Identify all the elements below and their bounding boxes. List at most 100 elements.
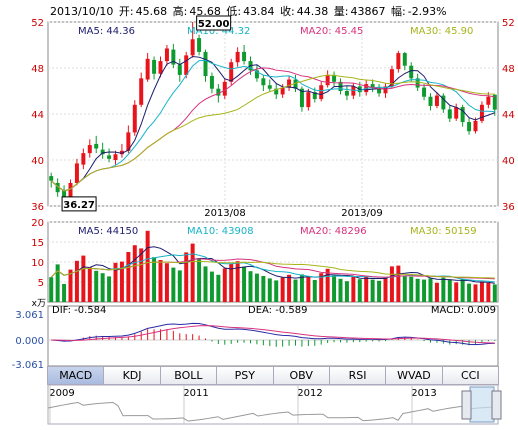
overview-right-handle[interactable] <box>491 390 502 420</box>
tab-macd[interactable]: MACD <box>47 366 105 385</box>
volume-label: 量: <box>333 5 349 18</box>
volume-bar <box>274 280 279 302</box>
candle-body <box>434 95 439 106</box>
low-callout-box <box>61 196 97 212</box>
volume-bar <box>312 280 317 302</box>
volume-bar <box>158 260 163 302</box>
tab-boll[interactable]: BOLL <box>160 366 218 385</box>
volume-bar <box>248 271 253 302</box>
overview-year-label: 2011 <box>183 388 208 399</box>
candle-body <box>152 59 157 74</box>
candle-body <box>409 65 414 79</box>
volume-bar <box>49 277 54 302</box>
quote-header: 2013/10/10 开: 45.68 高: 45.68 低: 43.84 收: 44.… <box>50 3 449 19</box>
candle-body <box>351 86 356 96</box>
price-tick-right: 36 <box>502 202 515 213</box>
candle-body <box>473 120 478 132</box>
volume-bar <box>100 273 105 302</box>
candle-body <box>402 53 407 66</box>
candle-body <box>177 64 182 75</box>
price-tick-left: 44 <box>31 110 44 121</box>
overview-left-handle[interactable] <box>461 390 472 420</box>
candle-body <box>293 79 298 89</box>
candle-body <box>383 86 388 94</box>
volume-bar <box>177 270 182 302</box>
date-label-aug: 2013/08 <box>204 208 246 219</box>
volume-bar <box>81 255 86 302</box>
candle-body <box>454 107 459 119</box>
candle-body <box>344 91 349 96</box>
candle-body <box>132 104 137 133</box>
tab-rsi[interactable]: RSI <box>329 366 387 385</box>
volume-bar <box>357 279 362 302</box>
volume-legend-ma10: MA10: 43908 <box>187 226 254 237</box>
candle-body <box>139 78 144 105</box>
volume-bar <box>377 280 382 302</box>
candle-body <box>306 92 311 108</box>
volume-legend-ma5: MA5: 44150 <box>78 226 138 237</box>
volume-bar <box>422 279 427 302</box>
volume-bar <box>415 278 420 302</box>
volume-tick: 10 <box>31 258 44 269</box>
volume-bar <box>486 282 491 302</box>
candle-body <box>158 61 163 74</box>
candle-body <box>68 183 73 200</box>
candle-body <box>479 104 484 121</box>
volume-bar <box>280 277 285 302</box>
candle-body <box>415 78 420 88</box>
candle-body <box>312 92 317 100</box>
candle-body <box>287 79 292 88</box>
macd-panel-frame <box>47 305 499 367</box>
volume-bar <box>126 252 131 302</box>
candle-body <box>49 176 54 181</box>
candle-body <box>486 96 491 105</box>
price-tick-right: 48 <box>502 64 515 75</box>
overview-selection-window[interactable] <box>469 386 495 423</box>
volume-bar <box>261 276 266 302</box>
price-legend-ma30: MA30: 45.90 <box>410 26 473 37</box>
high-callout-box <box>196 15 232 31</box>
volume-bar <box>409 276 414 302</box>
macd-tick: 0.000 <box>15 336 44 347</box>
volume-tick: 5 <box>38 278 44 289</box>
tab-obv[interactable]: OBV <box>273 366 330 385</box>
tab-kdj[interactable]: KDJ <box>104 366 161 385</box>
volume-bar <box>164 263 169 302</box>
tab-psy[interactable]: PSY <box>217 366 274 385</box>
candle-body <box>94 143 99 149</box>
volume-tick: 15 <box>31 238 44 249</box>
candle-body <box>460 107 465 123</box>
low-label: 低: <box>226 5 242 18</box>
quote-date: 2013/10/10 <box>50 5 114 18</box>
volume-bar <box>434 282 439 302</box>
volume-bar <box>479 281 484 302</box>
volume-bar <box>338 278 343 302</box>
volume-bar <box>344 281 349 302</box>
overview-year-label: 2009 <box>49 388 74 399</box>
volume-tick: 20 <box>31 218 44 229</box>
open-label: 开: <box>118 5 134 18</box>
volume-bar <box>254 273 259 302</box>
volume-bar <box>364 276 369 302</box>
tab-wvad[interactable]: WVAD <box>386 366 443 385</box>
candle-body <box>100 149 105 155</box>
macd-legend-dif: DIF: -0.584 <box>52 305 106 316</box>
volume-bar <box>473 284 478 302</box>
price-legend-ma10: MA10: 44.32 <box>187 26 250 37</box>
overview-year-label: 2012 <box>297 388 322 399</box>
candle-body <box>389 69 394 87</box>
volume-bar <box>396 265 401 302</box>
volume-bar <box>184 252 189 302</box>
volume-bar <box>299 274 304 302</box>
macd-tick: 3.061 <box>15 310 44 321</box>
volume-bar <box>293 279 298 302</box>
candle-body <box>467 122 472 132</box>
price-tick-left: 36 <box>31 202 44 213</box>
tab-cci[interactable]: CCI <box>442 366 499 385</box>
change-value: -2.93% <box>407 5 447 18</box>
dea-line <box>51 325 495 344</box>
candle-body <box>145 58 150 80</box>
volume-bar <box>460 278 465 302</box>
